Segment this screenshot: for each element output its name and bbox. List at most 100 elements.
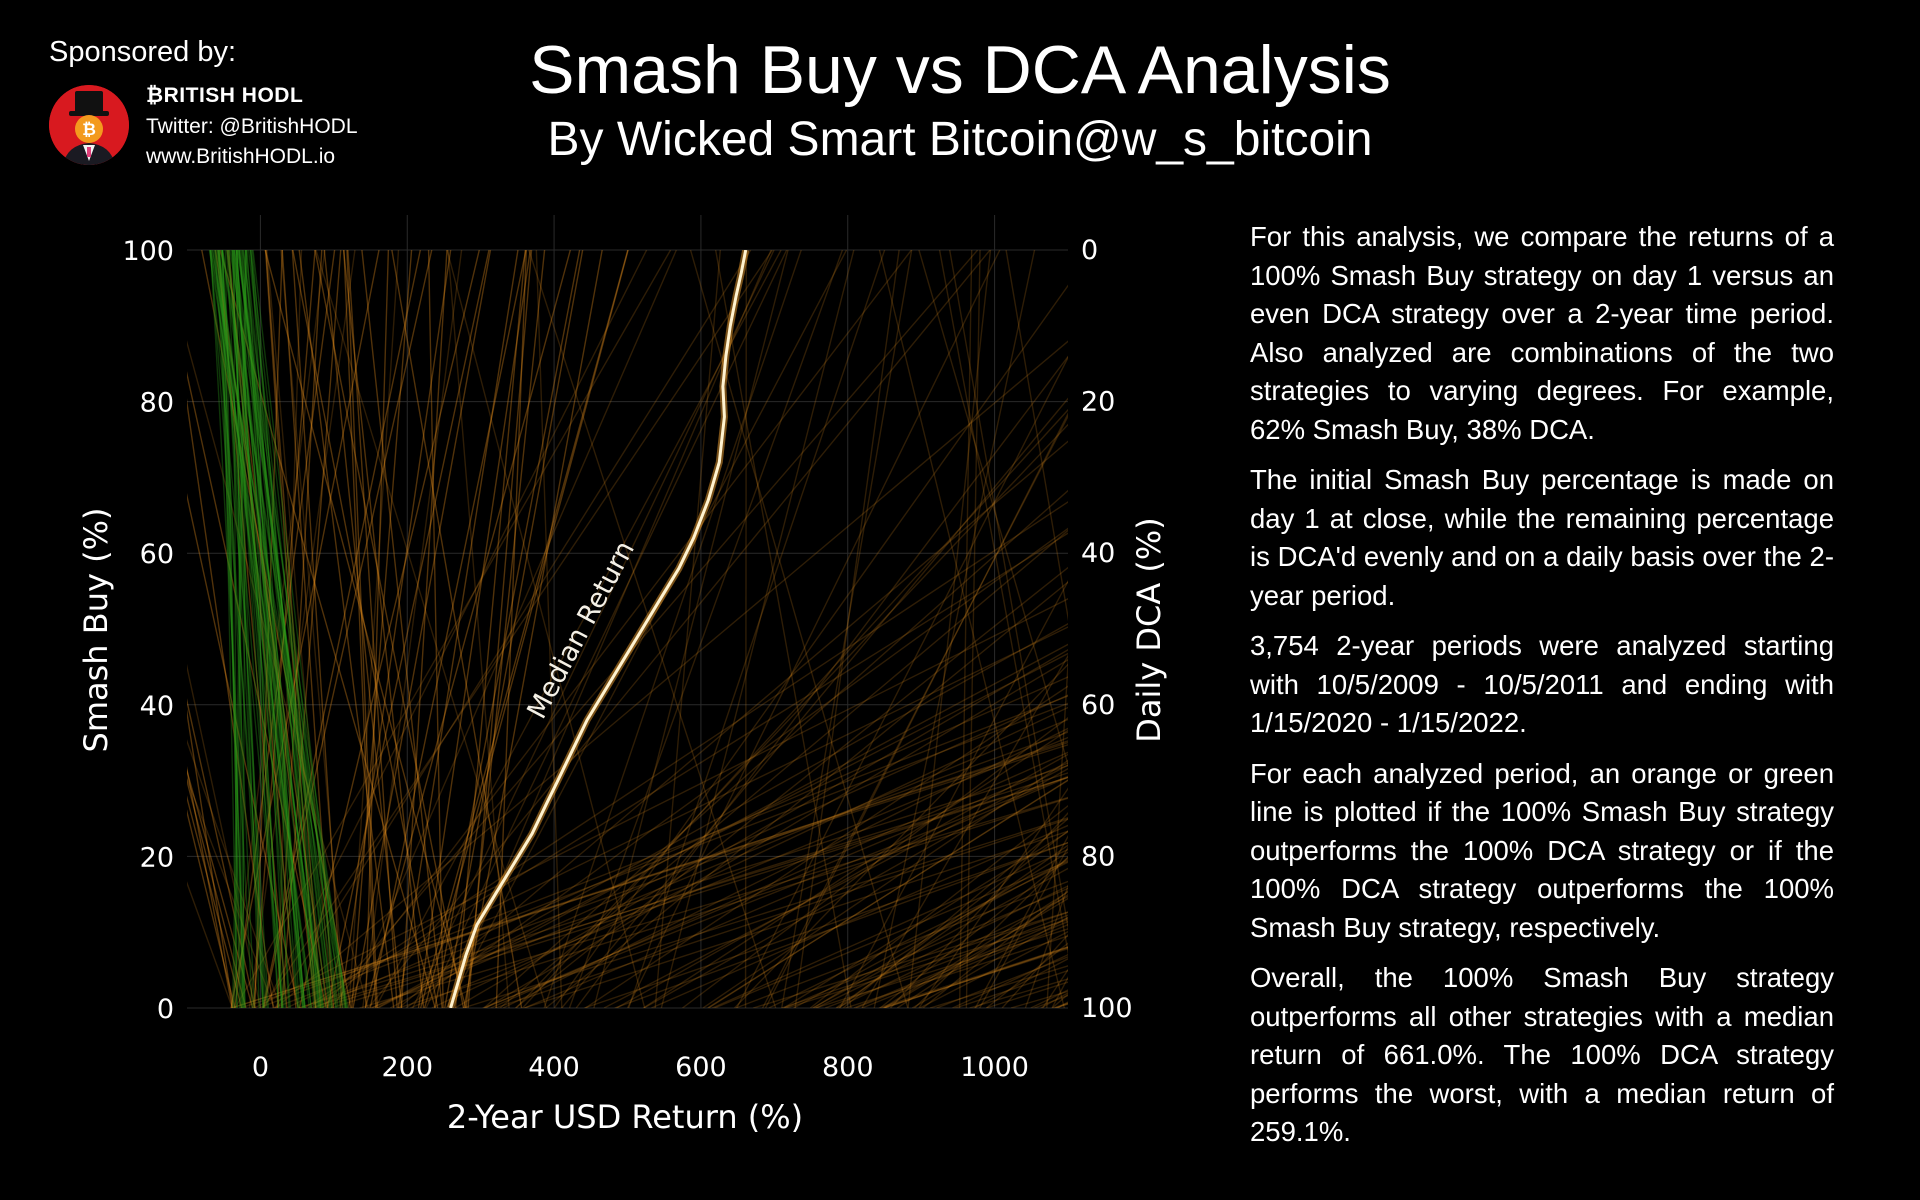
smash-outperforms-line [515,423,1068,1008]
dca-outperforms-line [242,250,339,1008]
smash-outperforms-line [286,626,1068,1008]
smash-outperforms-line [651,824,1068,1008]
smash-outperforms-line [410,736,1068,1008]
smash-outperforms-line [514,566,1068,1008]
smash-outperforms-line [628,250,886,1008]
smash-outperforms-line [682,717,1068,1008]
smash-outperforms-line [543,250,802,1008]
strategy-lines [187,250,1068,1008]
dca-outperforms-line [227,250,285,1008]
smash-outperforms-line [484,762,1068,1008]
smash-outperforms-line [226,250,317,1008]
smash-outperforms-line [462,817,1068,1008]
y2-axis-label: Daily DCA (%) [1130,517,1168,743]
smash-outperforms-line [502,727,1068,1008]
smash-outperforms-line [234,250,672,1008]
median-return-line [449,250,748,1008]
dca-outperforms-line [251,250,315,1008]
british-hodl-logo-icon: ₿ [49,85,129,165]
smash-outperforms-line [490,751,1068,1008]
smash-outperforms-line [230,250,326,1008]
dca-outperforms-line [247,250,333,1008]
smash-outperforms-line [427,250,444,1008]
description-paragraph: For each analyzed period, an orange or g… [1250,757,1834,943]
smash-outperforms-line [783,830,1068,1008]
y-tick-label: 40 [140,691,174,722]
smash-outperforms-line [352,250,492,1008]
x-tick-label: 1000 [960,1052,1029,1083]
smash-outperforms-line [400,250,448,1008]
dca-outperforms-line [250,250,301,1008]
smash-outperforms-line [187,492,300,1008]
dca-outperforms-line [231,250,319,1008]
smash-outperforms-line [702,759,1068,1008]
smash-outperforms-line [292,250,439,1008]
smash-outperforms-line [276,250,323,1008]
smash-outperforms-line [330,776,1068,1008]
smash-outperforms-line [359,796,1068,1008]
smash-outperforms-line [262,250,773,1008]
smash-outperforms-line [298,764,1068,1008]
smash-outperforms-line [708,779,1068,1008]
dca-outperforms-line [241,250,306,1008]
grid-lines [187,215,1068,1009]
smash-outperforms-line [524,776,1068,1008]
smash-outperforms-line [364,250,390,1008]
smash-outperforms-line [483,489,1068,1008]
dca-outperforms-line [235,250,246,1008]
smash-outperforms-line [371,718,1068,1008]
smash-outperforms-line [434,250,581,1008]
smash-outperforms-line [561,397,1068,1008]
smash-outperforms-line [254,250,283,1008]
dca-outperforms-line [232,250,317,1008]
dca-outperforms-line [236,250,283,1008]
smash-outperforms-line [467,250,533,1008]
smash-outperforms-line [878,250,1065,1008]
smash-outperforms-line [494,818,1068,1008]
smash-outperforms-line [463,250,603,1008]
dca-outperforms-line [221,250,270,1008]
dca-outperforms-line [224,250,241,1008]
dca-outperforms-line [221,250,322,1008]
smash-outperforms-line [187,881,234,1008]
dca-outperforms-line [232,250,291,1008]
smash-outperforms-line [370,694,1068,1008]
smash-outperforms-line [187,340,369,1008]
dca-outperforms-line [208,250,325,1008]
dca-outperforms-line [245,250,324,1008]
smash-outperforms-line [367,250,991,1008]
smash-outperforms-line [313,676,1068,1008]
dca-outperforms-line [236,250,347,1008]
smash-outperforms-line [938,250,1068,956]
smash-outperforms-line [187,809,236,1008]
smash-outperforms-line [879,856,1068,1008]
description-paragraph: The initial Smash Buy percentage is made… [1250,464,1834,611]
smash-outperforms-line [794,250,900,1008]
smash-outperforms-line [398,797,1068,1008]
smash-outperforms-line [979,845,1068,1008]
description-paragraph: For this analysis, we compare the return… [1250,221,1834,445]
x-tick-label: 600 [675,1052,727,1083]
smash-outperforms-line [712,848,1068,1008]
smash-outperforms-line [187,766,234,1008]
description-paragraph: 3,754 2-year periods were analyzed start… [1250,630,1834,738]
smash-outperforms-line [593,250,789,1008]
dca-outperforms-line [233,250,247,1008]
y-tick-label: 20 [140,842,174,873]
dca-outperforms-line [221,250,346,1008]
smash-outperforms-line [575,355,1068,1008]
smash-outperforms-line [974,835,1068,1008]
smash-outperforms-line [813,851,1068,1008]
smash-outperforms-line [307,532,1068,1008]
smash-outperforms-line [736,356,1068,1008]
x-tick-label: 800 [822,1052,874,1083]
smash-outperforms-line [812,867,1068,1008]
dca-outperforms-line [212,250,320,1008]
smash-outperforms-line [265,250,322,1008]
smash-outperforms-line [291,250,343,1008]
smash-outperforms-line [263,250,648,1008]
description-paragraph: Overall, the 100% Smash Buy strategy out… [1250,962,1834,1147]
smash-outperforms-line [842,817,1068,1008]
y2-tick-label: 80 [1081,841,1115,872]
y-tick-label: 100 [122,236,174,267]
